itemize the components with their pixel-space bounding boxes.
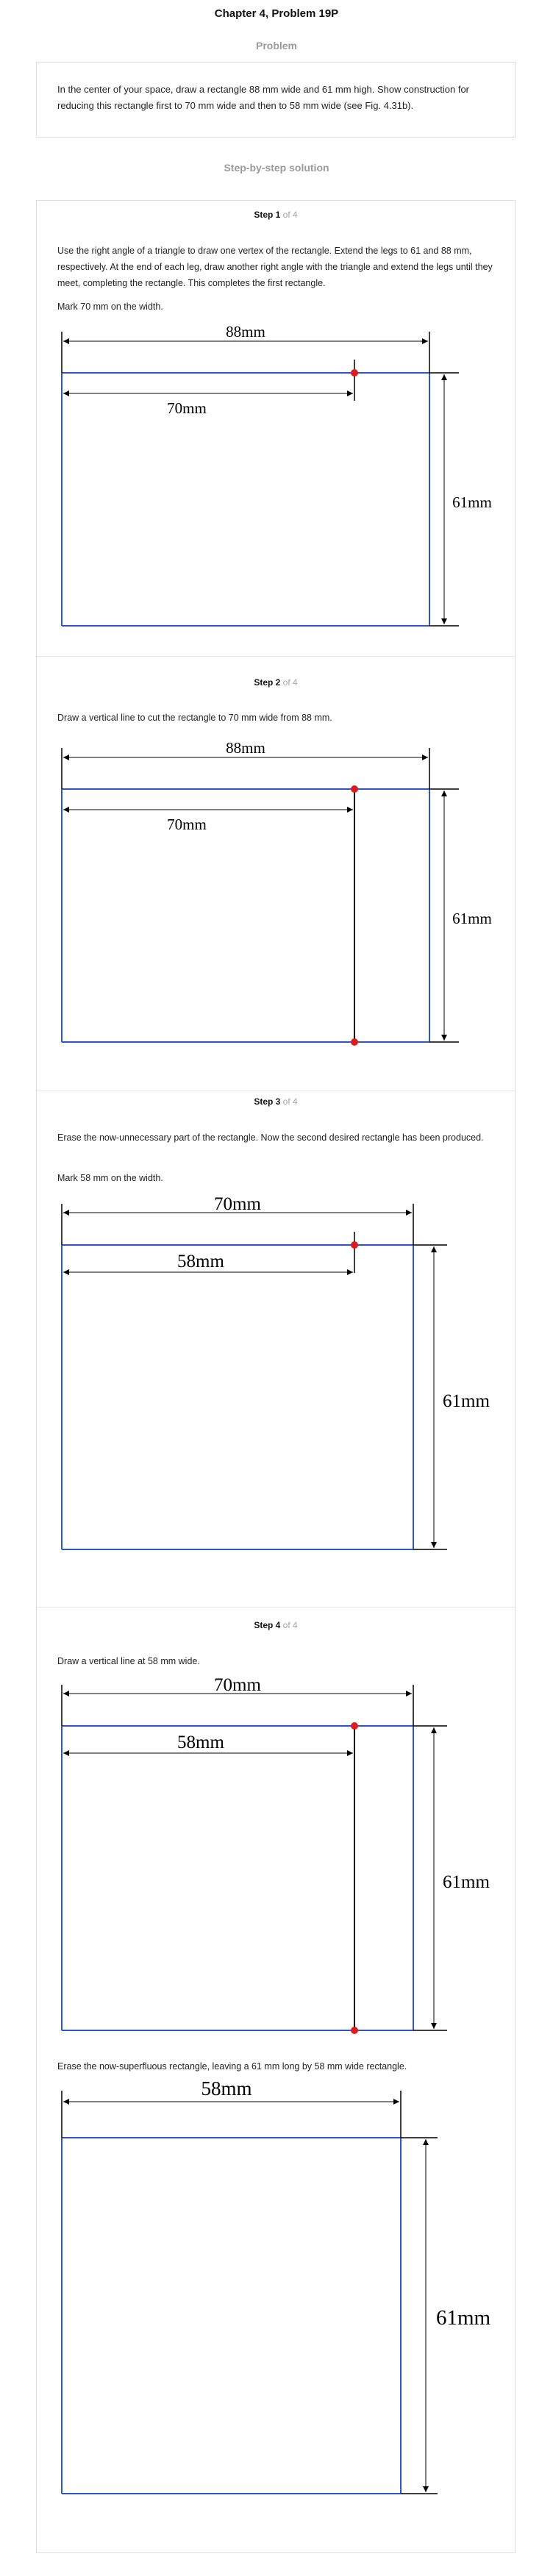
step-2-inner-width-label: 70mm bbox=[167, 816, 207, 833]
step-4-header: Step 4 of 4 bbox=[37, 1620, 515, 1630]
solution-box: Step 1 of 4 Use the right angle of a tri… bbox=[36, 200, 515, 2553]
step-4-total: of 4 bbox=[282, 1620, 298, 1630]
step-2-outer-width-label: 88mm bbox=[226, 739, 265, 757]
solution-heading: Step-by-step solution bbox=[224, 162, 329, 174]
step-3-text: Erase the now-unnecessary part of the re… bbox=[57, 1132, 484, 1143]
step-3-total: of 4 bbox=[282, 1096, 298, 1107]
step-4-dimension-lines bbox=[61, 1685, 447, 2031]
step-1-total: of 4 bbox=[282, 210, 298, 220]
problem-heading: Problem bbox=[255, 40, 297, 51]
final-rectangle bbox=[61, 2137, 402, 2494]
problem-text: In the center of your space, draw a rect… bbox=[57, 84, 470, 111]
step-2-figure: 88mm 70mm 61mm bbox=[61, 739, 492, 1046]
final-width-label: 58mm bbox=[201, 2077, 251, 2099]
step-4-text: Draw a vertical line at 58 mm wide. bbox=[57, 1656, 200, 1666]
step-3-inner-width-label: 58mm bbox=[177, 1252, 224, 1271]
step-3-number: Step 3 bbox=[254, 1096, 281, 1107]
step-1-text: Use the right angle of a triangle to dra… bbox=[57, 246, 493, 288]
step-2-mark-point-top bbox=[351, 785, 358, 793]
step-2-mark-point-bottom bbox=[351, 1038, 358, 1046]
step-4-rectangle bbox=[61, 1725, 414, 2031]
step-4-mark-point-bottom bbox=[351, 2027, 358, 2034]
step-2-height-label: 61mm bbox=[452, 910, 492, 927]
step-1-dimension-lines bbox=[61, 332, 459, 627]
step-2-rectangle bbox=[61, 788, 430, 1043]
step-2-number: Step 2 bbox=[254, 677, 281, 688]
step-4-mark-point-top bbox=[351, 1722, 358, 1730]
step-3-height-label: 61mm bbox=[443, 1391, 490, 1411]
step-divider bbox=[37, 656, 515, 657]
step-1-number: Step 1 bbox=[254, 210, 281, 220]
step-3-rectangle bbox=[61, 1244, 414, 1550]
step-2-dimension-lines bbox=[61, 748, 459, 1043]
step-4-number: Step 4 bbox=[254, 1620, 281, 1630]
step-1-inner-width-label: 70mm bbox=[167, 399, 207, 417]
step-3-mark-text: Mark 58 mm on the width. bbox=[57, 1173, 163, 1183]
step-divider bbox=[37, 1607, 515, 1608]
step-4-inner-width-label: 58mm bbox=[177, 1733, 224, 1752]
final-height-label: 61mm bbox=[436, 2306, 491, 2330]
step-2-header: Step 2 of 4 bbox=[37, 677, 515, 688]
step-4-height-label: 61mm bbox=[443, 1872, 490, 1892]
step-3-header: Step 3 of 4 bbox=[37, 1096, 515, 1107]
step-2-text: Draw a vertical line to cut the rectangl… bbox=[57, 713, 332, 723]
step-4-outer-width-label: 70mm bbox=[214, 1675, 261, 1695]
step-1-header: Step 1 of 4 bbox=[37, 210, 515, 220]
final-figure: 58mm 61mm bbox=[61, 2077, 490, 2494]
step-3-dimension-lines bbox=[61, 1204, 447, 1550]
problem-box: In the center of your space, draw a rect… bbox=[36, 62, 515, 138]
step-4-final-text: Erase the now-superfluous rectangle, lea… bbox=[57, 2061, 407, 2072]
step-2-total: of 4 bbox=[282, 677, 298, 688]
step-1-mark-point bbox=[351, 369, 358, 377]
page-title: Chapter 4, Problem 19P bbox=[214, 7, 339, 20]
step-3-figure: 70mm 58mm 61mm bbox=[61, 1194, 490, 1550]
step-3-mark-point bbox=[351, 1241, 358, 1249]
step-1-outer-width-label: 88mm bbox=[226, 323, 265, 340]
step-1-height-label: 61mm bbox=[452, 493, 492, 511]
final-dimension-lines bbox=[61, 2091, 438, 2494]
step-1-mark-text: Mark 70 mm on the width. bbox=[57, 302, 163, 312]
step-4-figure: 70mm 58mm 61mm bbox=[61, 1675, 490, 2034]
step-1-rectangle bbox=[61, 372, 430, 627]
step-3-outer-width-label: 70mm bbox=[214, 1194, 261, 1214]
step-1-figure: 88mm 70mm 61mm bbox=[61, 323, 492, 627]
